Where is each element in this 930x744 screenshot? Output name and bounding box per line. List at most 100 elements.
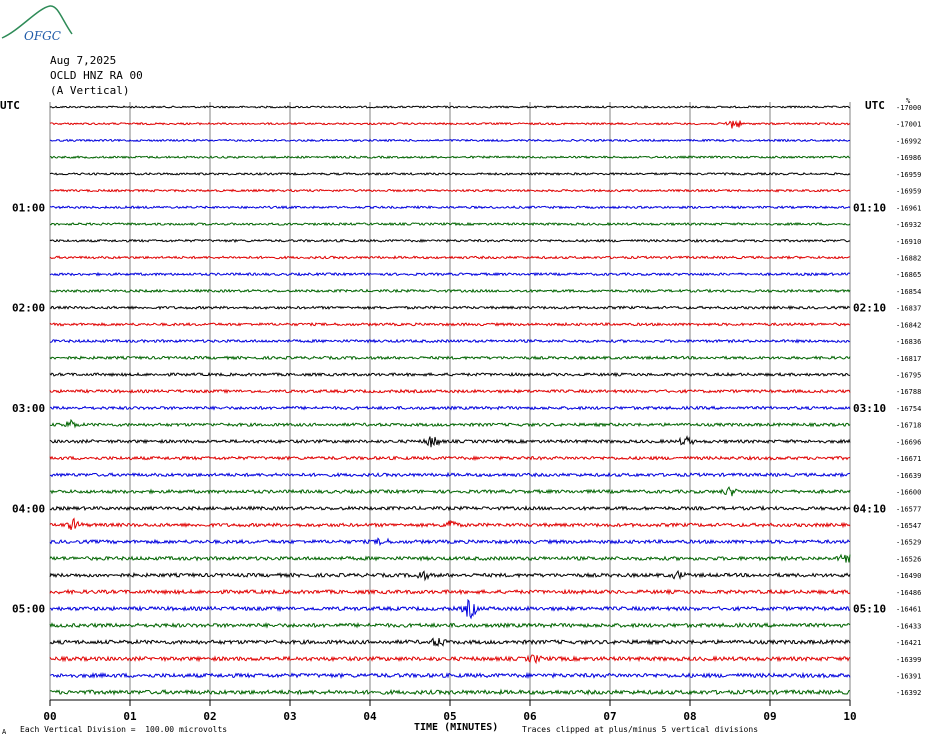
trace-line [49,553,851,563]
trace-line [49,188,851,193]
trace-line [49,671,851,680]
trace-line [49,471,851,478]
trace-offset-label: -16842 [896,321,921,329]
clip-note: Traces clipped at plus/minus 5 vertical … [522,725,759,734]
trace-offset-label: -17001 [896,121,921,129]
x-axis-label: TIME (MINUTES) [414,722,499,733]
trace-offset-label: -16391 [896,672,921,680]
trace-offset-label: -16461 [896,606,921,614]
trace-offset-label: -16932 [896,221,921,229]
trace-offset-label: -16754 [896,405,921,413]
trace-offset-label: -16992 [896,137,921,145]
trace-line [49,569,851,582]
trace-offset-label: -16490 [896,572,921,580]
trace-line [49,338,851,344]
trace-line [49,171,851,176]
header-station: OCLD HNZ RA 00 [50,69,143,82]
trace-offset-label: -16854 [896,288,921,296]
left-time-label: 05:00 [12,603,45,616]
trace-offset-label: -16421 [896,639,921,647]
trace-line [49,455,851,462]
right-time-label: 02:10 [853,302,886,315]
trace-offset-label: -16486 [896,589,921,597]
trace-offset-label: -16788 [896,388,921,396]
trace-line [49,486,851,497]
x-tick-label: 10 [843,710,856,723]
trace-offset-label: -16671 [896,455,921,463]
right-timezone: UTC [865,99,885,112]
trace-line [49,588,851,596]
left-timezone: UTC [0,99,20,112]
trace-line [49,598,851,620]
left-time-label: 03:00 [12,402,45,415]
logo: OFGC [1,5,73,43]
logo-mountain [1,5,73,39]
trace-line [49,221,851,227]
left-time-label: 04:00 [12,502,45,515]
trace-line [49,288,851,294]
x-tick-label: 06 [523,710,537,723]
trace-line [49,271,851,277]
trace-offset-label: -16547 [896,522,921,530]
trace-line [49,138,851,143]
x-tick-label: 08 [683,710,696,723]
trace-offset-label: -16817 [896,355,921,363]
trace-offset-label: -16865 [896,271,921,279]
trace-line [49,355,851,361]
x-tick-label: 09 [763,710,776,723]
trace-offset-label: -16639 [896,472,921,480]
trace-offset-label: -16433 [896,622,921,630]
trace-line [49,688,851,696]
trace-line [49,537,851,547]
right-time-label: 03:10 [853,402,886,415]
right-time-label: 04:10 [853,502,886,515]
trace-offset-label: -16600 [896,489,921,497]
left-time-label: 02:00 [12,302,45,315]
trace-line [49,105,851,109]
trace-line [49,517,851,530]
trace-offset-label: -16696 [896,438,921,446]
percent-marker: % [906,97,911,105]
trace-offset-label: -16837 [896,305,921,313]
x-tick-label: 05 [443,710,456,723]
trace-line [49,321,851,327]
trace-offset-label: -16836 [896,338,921,346]
trace-offset-label: -16986 [896,154,921,162]
trace-offset-label: -16718 [896,422,921,430]
trace-offset-label: -16529 [896,539,921,547]
x-tick-label: 07 [603,710,616,723]
right-time-label: 01:10 [853,201,886,214]
header-component: (A Vertical) [50,84,130,97]
scale-marker: A [2,728,7,736]
logo-text: OFGC [24,29,61,43]
trace-offset-label: -16526 [896,555,921,563]
traces [49,105,851,696]
trace-line [49,305,851,311]
x-tick-label: 03 [283,710,296,723]
trace-line [49,505,851,512]
x-tick-label: 01 [123,710,137,723]
trace-offset-label: -16882 [896,254,921,262]
trace-line [49,238,851,243]
trace-offset-label: -16961 [896,204,921,212]
trace-offset-label: -17000 [896,104,921,112]
right-time-label: 05:10 [853,603,886,616]
trace-line [49,155,851,160]
trace-line [49,405,851,411]
x-tick-label: 00 [43,710,56,723]
grid-lines [49,102,851,706]
trace-line [49,205,851,210]
scale-note: Each Vertical Division = 100.00 microvol… [20,725,228,734]
trace-offset-label: -16959 [896,171,921,179]
x-tick-label: 02 [203,710,216,723]
trace-line [49,418,851,429]
header-date: Aug 7,2025 [50,54,117,67]
trace-line [49,388,851,395]
trace-offset-label: -16392 [896,689,921,697]
trace-line [49,371,851,378]
chart-labels: 00 01 02 03 04 05 06 07 08 09 10 -17000 -17001 -16992… [12,97,921,723]
trace-line [49,255,851,260]
trace-offset-label: -16577 [896,505,921,513]
trace-line [49,622,851,629]
